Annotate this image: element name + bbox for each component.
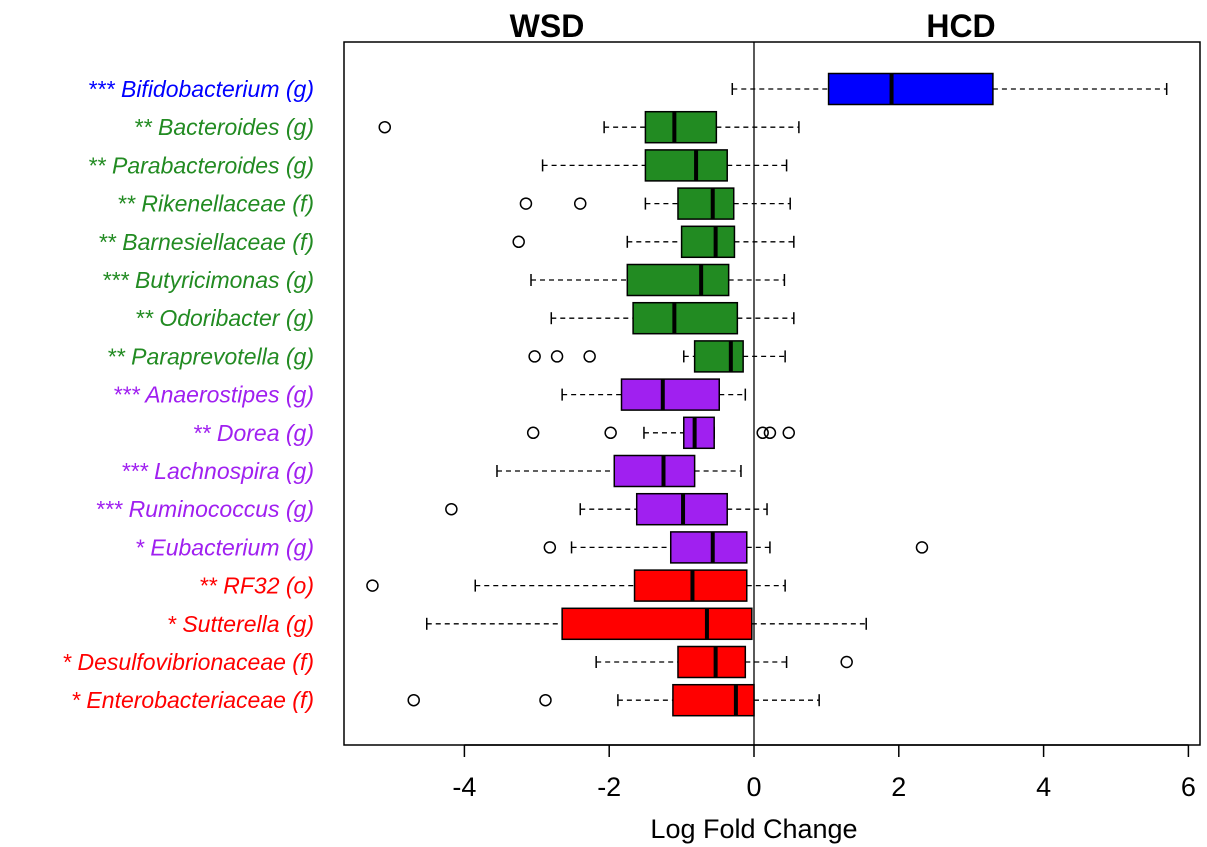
box	[677, 187, 735, 220]
category-label: * Desulfovibrionaceae (f)	[62, 649, 314, 675]
box	[677, 645, 747, 679]
box-row	[530, 263, 786, 297]
box-row	[366, 569, 786, 602]
outlier-point	[915, 541, 929, 554]
outlier-point	[519, 197, 533, 210]
x-axis: -4 -2 0 2 4 6	[452, 744, 1196, 802]
outlier-point	[550, 350, 564, 363]
x-tick-label: 2	[891, 772, 906, 802]
box-row	[543, 531, 929, 564]
box	[632, 301, 739, 335]
outlier-point	[366, 579, 379, 592]
category-label: * Enterobacteriaceae (f)	[71, 687, 314, 713]
box-row	[561, 378, 747, 411]
outlier-point	[539, 693, 552, 707]
category-label: ** Paraprevotella (g)	[107, 343, 314, 369]
x-tick-label: 4	[1036, 772, 1051, 802]
category-label: ** Bacteroides (g)	[134, 114, 314, 140]
outlier-point	[512, 235, 525, 249]
box-row	[550, 301, 795, 335]
box-row	[541, 149, 788, 182]
box-row	[519, 187, 791, 220]
box	[644, 149, 728, 182]
outlier-point	[526, 426, 540, 440]
wsd-title: WSD	[510, 8, 585, 44]
box-row	[595, 645, 853, 679]
box	[669, 531, 748, 564]
box	[683, 416, 715, 450]
outlier-point	[407, 693, 420, 707]
box-row	[426, 607, 867, 641]
x-tick-label: -4	[452, 772, 476, 802]
box-row	[528, 340, 786, 373]
outlier-point	[573, 197, 587, 210]
outlier-point	[782, 426, 796, 440]
outlier-point	[583, 350, 596, 363]
category-label: *** Butyricimonas (g)	[102, 267, 314, 293]
box-layer	[366, 72, 1168, 717]
category-labels: *** Bifidobacterium (g) ** Bacteroides (g…	[62, 76, 314, 713]
box-row	[512, 225, 795, 259]
box	[680, 225, 736, 259]
outlier-point	[840, 655, 853, 669]
box-row	[731, 72, 1168, 106]
category-label: ** Rikenellaceae (f)	[117, 191, 314, 217]
category-label: ** Parabacteroides (g)	[88, 152, 314, 178]
category-label: *** Anaerostipes (g)	[113, 382, 314, 408]
box-row	[496, 454, 742, 488]
box	[672, 683, 755, 717]
x-tick-label: 6	[1181, 772, 1196, 802]
category-label: * Eubacterium (g)	[135, 534, 314, 560]
x-tick-label: 0	[746, 772, 761, 802]
outlier-point	[543, 541, 557, 554]
category-label: *** Bifidobacterium (g)	[88, 76, 314, 102]
category-label: ** RF32 (o)	[199, 573, 314, 599]
category-label: * Sutterella (g)	[167, 611, 314, 637]
outlier-point	[378, 120, 392, 134]
x-tick-label: -2	[597, 772, 621, 802]
outlier-point	[763, 426, 777, 440]
box	[613, 454, 696, 488]
box-row	[526, 416, 796, 450]
box-row	[378, 110, 800, 144]
category-label: *** Lachnospira (g)	[121, 458, 314, 484]
box-row	[407, 683, 820, 717]
category-label: ** Barnesiellaceae (f)	[98, 229, 314, 255]
box	[561, 607, 753, 641]
box-row	[445, 492, 768, 526]
box	[827, 72, 994, 106]
box	[644, 110, 718, 144]
category-label: ** Odoribacter (g)	[135, 305, 314, 331]
hcd-title: HCD	[926, 8, 995, 44]
outlier-point	[528, 350, 541, 363]
x-axis-title: Log Fold Change	[650, 814, 857, 844]
category-label: *** Ruminococcus (g)	[95, 496, 314, 522]
category-label: ** Dorea (g)	[193, 420, 314, 446]
outlier-point	[445, 502, 458, 516]
plot-frame	[343, 41, 1201, 746]
outlier-point	[756, 426, 769, 440]
box	[620, 378, 720, 411]
box	[626, 263, 730, 297]
box	[693, 340, 744, 373]
outlier-point	[604, 426, 617, 440]
